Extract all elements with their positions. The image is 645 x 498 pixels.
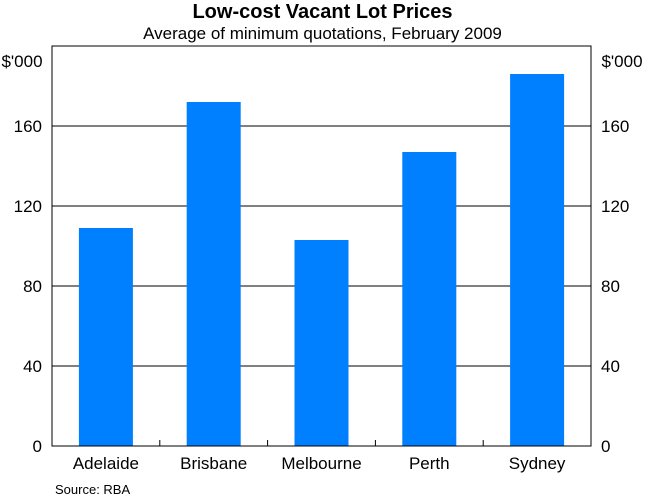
y-tick-label-right: 80: [601, 277, 620, 296]
y-unit-right: $'000: [601, 52, 642, 71]
chart-title: Low-cost Vacant Lot Prices: [192, 1, 453, 23]
plot-frame: [51, 45, 592, 447]
y-tick-label-right: 40: [601, 357, 620, 376]
y-tick-label-right: 120: [601, 197, 629, 216]
bar-sydney: [510, 74, 565, 446]
x-tick-label: Perth: [409, 454, 450, 473]
bar-adelaide: [78, 228, 133, 446]
y-tick-label-left: 0: [33, 437, 42, 456]
x-tick-label: Melbourne: [281, 454, 361, 473]
y-tick-label-left: 160: [14, 117, 42, 136]
y-tick-label-left: 40: [23, 357, 42, 376]
y-tick-label-right: 0: [601, 437, 610, 456]
chart-subtitle: Average of minimum quotations, February …: [143, 24, 502, 43]
bars: [78, 74, 565, 446]
x-tick-label: Brisbane: [180, 454, 247, 473]
bar-melbourne: [294, 240, 349, 446]
bar-brisbane: [186, 102, 241, 446]
y-tick-label-left: 80: [23, 277, 42, 296]
source-note: Source: RBA: [55, 482, 131, 497]
y-tick-label-left: 120: [14, 197, 42, 216]
y-tick-label-right: 160: [601, 117, 629, 136]
x-tick-label: Adelaide: [73, 454, 139, 473]
bar-perth: [402, 152, 457, 446]
y-unit-left: $'000: [1, 52, 42, 71]
x-tick-label: Sydney: [509, 454, 566, 473]
ticks: 0 0 40 40 80 80 120 120 160 160 Adelaide Brisbane Me…: [14, 117, 630, 473]
